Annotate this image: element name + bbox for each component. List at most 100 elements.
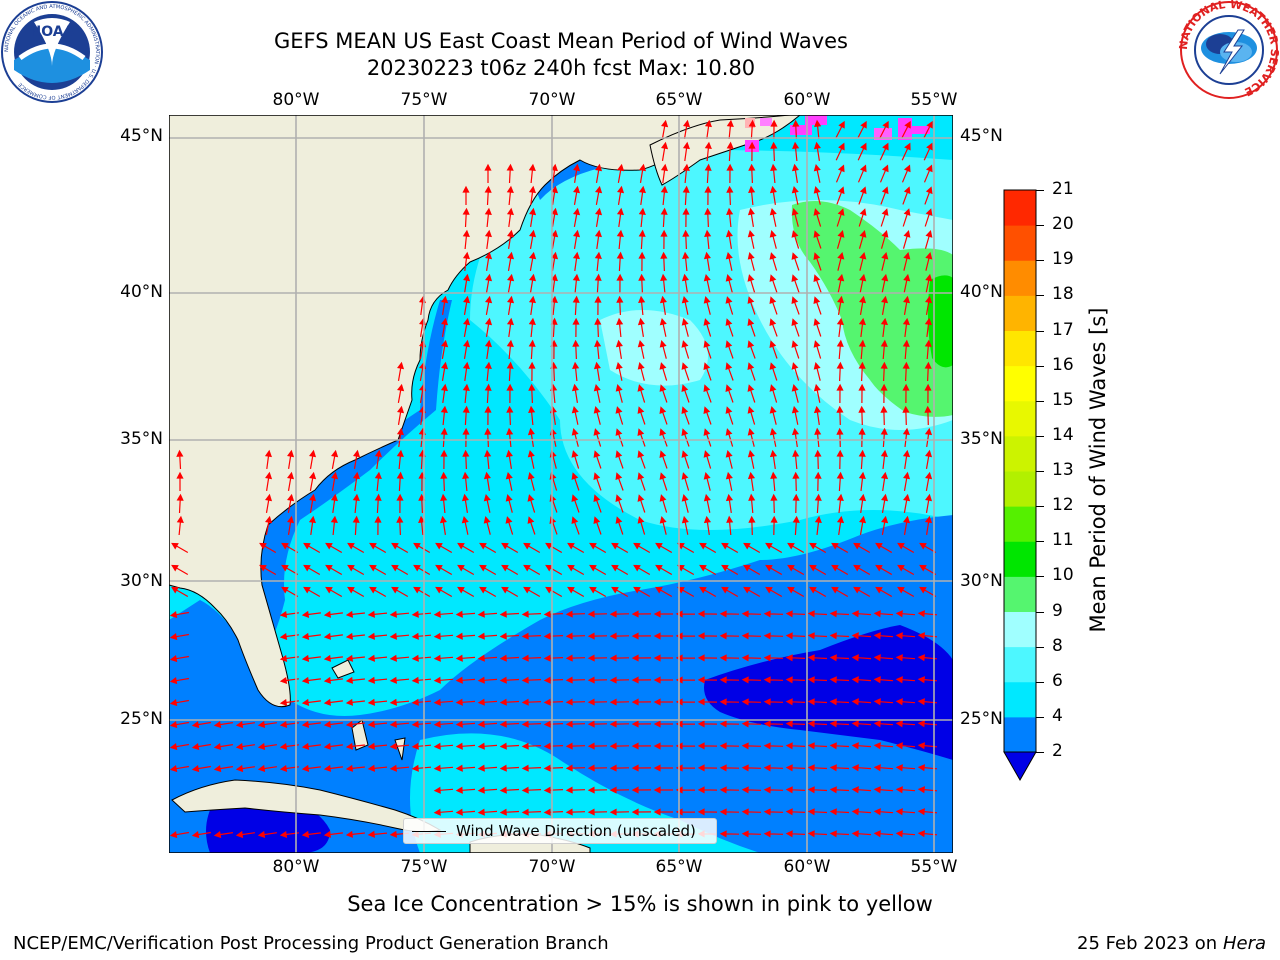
wave-direction-arrow xyxy=(725,406,734,425)
wave-direction-arrow xyxy=(763,632,784,640)
wave-direction-arrow xyxy=(813,163,821,183)
wave-direction-arrow xyxy=(345,676,365,684)
wave-direction-arrow xyxy=(853,586,871,598)
colorbar-label: Mean Period of Wind Waves [s] xyxy=(1086,307,1110,633)
wave-direction-arrow xyxy=(653,720,673,728)
wave-direction-arrow xyxy=(837,295,845,316)
wave-direction-arrow xyxy=(169,699,190,707)
wave-direction-arrow xyxy=(506,361,514,382)
wave-direction-arrow xyxy=(917,786,938,794)
wave-direction-arrow xyxy=(769,449,778,469)
wave-direction-arrow xyxy=(741,764,762,772)
wave-direction-arrow xyxy=(477,720,498,728)
wave-direction-arrow xyxy=(169,611,190,619)
wave-direction-arrow xyxy=(528,185,536,205)
wave-direction-arrow xyxy=(389,720,410,728)
wave-direction-arrow xyxy=(501,564,519,576)
wave-direction-arrow xyxy=(917,742,938,750)
wave-direction-arrow xyxy=(565,654,586,662)
wave-direction-arrow xyxy=(169,831,190,839)
wave-direction-arrow xyxy=(880,208,889,227)
wave-direction-arrow xyxy=(587,742,608,750)
wave-direction-arrow xyxy=(895,742,916,750)
wave-direction-arrow xyxy=(924,186,933,205)
wave-direction-arrow xyxy=(345,654,365,662)
wave-direction-arrow xyxy=(857,142,867,161)
wave-direction-arrow xyxy=(813,362,821,381)
colorbar-tick-label: 12 xyxy=(1052,495,1074,516)
credit-text: NCEP/EMC/Verification Post Processing Pr… xyxy=(13,933,609,954)
wave-direction-arrow xyxy=(353,449,361,469)
wave-direction-arrow xyxy=(895,632,916,640)
wave-direction-arrow xyxy=(609,632,630,640)
wave-direction-arrow xyxy=(323,676,343,684)
wave-direction-arrow xyxy=(836,186,845,205)
wave-direction-arrow xyxy=(769,384,778,403)
wave-direction-arrow xyxy=(725,274,733,293)
wave-direction-arrow xyxy=(792,449,800,470)
wave-direction-arrow xyxy=(593,383,601,403)
wave-direction-arrow xyxy=(835,164,845,183)
wave-direction-arrow xyxy=(769,406,777,425)
wave-direction-arrow xyxy=(369,586,387,598)
wave-direction-arrow xyxy=(433,632,454,640)
wave-direction-arrow xyxy=(924,317,933,337)
wave-direction-arrow xyxy=(171,542,189,554)
wave-direction-arrow xyxy=(521,742,542,750)
wave-direction-arrow xyxy=(169,765,190,773)
wave-direction-arrow xyxy=(659,340,667,359)
wave-direction-arrow xyxy=(631,654,652,662)
wave-direction-arrow xyxy=(441,295,449,315)
wave-direction-arrow xyxy=(572,273,580,294)
wave-direction-arrow xyxy=(661,141,669,161)
wave-direction-arrow xyxy=(587,764,608,772)
wave-direction-arrow xyxy=(506,163,514,184)
wave-direction-arrow xyxy=(589,542,607,554)
wave-direction-arrow xyxy=(484,207,492,228)
wave-direction-arrow xyxy=(499,786,520,794)
wave-direction-arrow xyxy=(367,654,388,662)
wave-direction-arrow xyxy=(213,721,233,729)
wave-direction-arrow xyxy=(565,632,586,640)
wave-direction-arrow xyxy=(851,742,872,750)
wave-direction-arrow xyxy=(791,296,800,315)
wave-direction-arrow xyxy=(791,230,800,249)
wave-direction-arrow xyxy=(703,273,711,293)
wave-direction-arrow xyxy=(902,383,910,404)
wave-direction-arrow xyxy=(213,765,233,773)
wave-direction-arrow xyxy=(616,273,624,294)
wave-direction-arrow xyxy=(169,633,190,641)
wave-direction-arrow xyxy=(345,610,365,618)
wave-direction-arrow xyxy=(748,119,756,140)
wave-direction-arrow xyxy=(609,610,630,618)
wave-direction-arrow xyxy=(477,786,498,794)
wave-direction-arrow xyxy=(807,742,828,750)
wave-direction-arrow xyxy=(725,229,733,249)
wave-direction-arrow xyxy=(609,808,630,816)
wave-direction-arrow xyxy=(660,273,668,294)
wave-direction-arrow xyxy=(875,586,893,598)
wave-direction-arrow xyxy=(719,610,740,618)
lat-tick-right-25n: 25°N xyxy=(960,709,1003,729)
wave-direction-arrow xyxy=(851,720,872,728)
wave-direction-arrow xyxy=(785,808,806,816)
wave-direction-arrow xyxy=(880,471,889,491)
wave-direction-arrow xyxy=(528,317,536,338)
svg-text:NOAA: NOAA xyxy=(30,24,75,40)
wave-direction-arrow xyxy=(901,142,911,161)
wave-direction-arrow xyxy=(571,516,580,535)
wave-direction-arrow xyxy=(917,610,938,618)
wave-direction-arrow xyxy=(836,383,844,404)
wave-direction-arrow xyxy=(235,742,255,751)
wave-direction-arrow xyxy=(441,339,449,360)
wave-direction-arrow xyxy=(792,493,800,514)
lon-tick-top-70w: 70°W xyxy=(528,90,576,110)
wave-direction-arrow xyxy=(858,186,867,205)
wave-direction-arrow xyxy=(741,610,762,618)
wave-direction-arrow xyxy=(902,339,910,360)
wave-direction-arrow xyxy=(704,185,712,206)
wave-direction-arrow xyxy=(741,676,762,684)
wave-direction-arrow xyxy=(880,449,888,469)
wave-direction-arrow xyxy=(637,362,645,381)
wave-direction-arrow xyxy=(660,163,668,183)
